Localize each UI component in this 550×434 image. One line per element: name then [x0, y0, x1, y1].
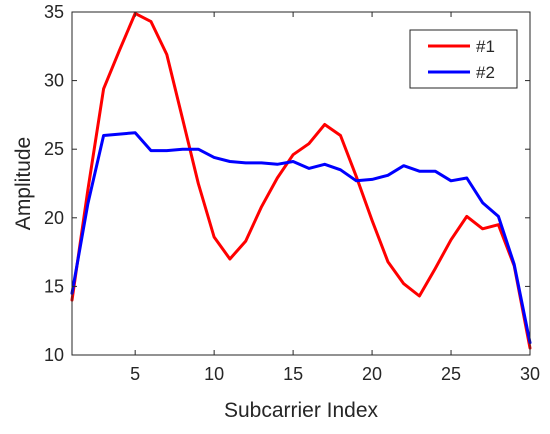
x-tick-label: 15: [283, 364, 303, 384]
series-layer: [70, 11, 532, 350]
x-tick-label: 10: [204, 364, 224, 384]
x-tick-label: 30: [520, 364, 540, 384]
axes-layer: 5 10 15 20 25 30 10 15 20 25 30 35: [44, 2, 540, 384]
y-tick-label: 15: [44, 276, 64, 296]
y-tick-label: 20: [44, 208, 64, 228]
y-tick-label: 30: [44, 71, 64, 91]
x-tick-label: 25: [441, 364, 461, 384]
legend-label-2: #2: [476, 63, 495, 82]
series-line-2: [70, 131, 532, 345]
series-line-1: [70, 11, 532, 350]
plot-frame: [71, 11, 531, 356]
legend-label-1: #1: [476, 37, 495, 56]
x-tick-label: 20: [362, 364, 382, 384]
x-tick-label: 5: [130, 364, 140, 384]
y-tick-label: 10: [44, 345, 64, 365]
y-axis-title: Amplitude: [12, 137, 35, 230]
y-tick-label: 35: [44, 2, 64, 22]
y-tick-label: 25: [44, 139, 64, 159]
x-axis-title: Subcarrier Index: [224, 399, 379, 422]
legend: #1#2: [409, 29, 518, 89]
legend-box: [409, 29, 518, 89]
